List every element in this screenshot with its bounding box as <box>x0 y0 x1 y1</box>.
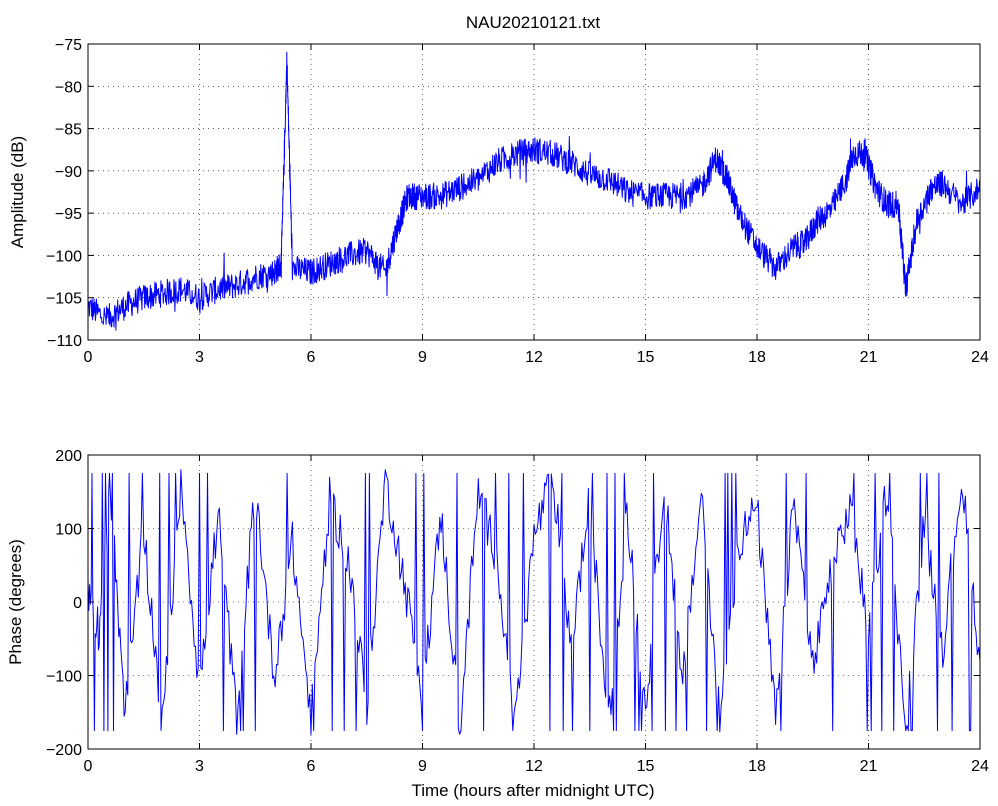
amplitude-x-tick-label: 15 <box>637 349 655 366</box>
phase-x-tick-label: 24 <box>971 758 989 775</box>
amplitude-y-tick-label: −110 <box>47 333 82 350</box>
phase-y-axis-label: Phase (degrees) <box>6 539 25 665</box>
phase-panel: 0 3 6 9 12 15 18 21 24 200 100 0 −100 −200 Phase (deg… <box>6 448 989 800</box>
amplitude-series <box>87 51 981 331</box>
phase-x-tick-label: 12 <box>525 758 543 775</box>
amplitude-x-tick-label: 24 <box>971 349 989 366</box>
phase-y-tick-label: −200 <box>46 742 82 759</box>
amplitude-axes-box <box>87 43 981 341</box>
phase-x-tick-label: 15 <box>637 758 655 775</box>
amplitude-y-tick-label: −105 <box>46 291 82 308</box>
phase-x-tick-label: 18 <box>748 758 766 775</box>
amplitude-x-tick-label: 21 <box>860 349 878 366</box>
amplitude-y-tick-label: −100 <box>46 248 82 265</box>
amplitude-x-tick-label: 6 <box>307 349 316 366</box>
amplitude-y-tick-label: −95 <box>55 206 82 223</box>
phase-y-tick-label: −100 <box>46 669 82 686</box>
amplitude-x-tick-label: 9 <box>418 349 427 366</box>
amplitude-x-tick-label: 12 <box>525 349 543 366</box>
amplitude-ticks: 0 3 6 9 12 15 18 21 24 −75 −80 −85 −90 −95 −100 −105 −11… <box>46 37 989 366</box>
amplitude-y-tick-label: −90 <box>55 164 82 181</box>
phase-series-line <box>87 469 981 735</box>
phase-ticks: 0 3 6 9 12 15 18 21 24 200 100 0 −100 −200 <box>46 448 989 775</box>
phase-grid <box>88 455 980 749</box>
amplitude-chart-title: NAU20210121.txt <box>466 13 600 32</box>
phase-x-axis-label: Time (hours after midnight UTC) <box>411 781 654 800</box>
amplitude-y-tick-label: −75 <box>55 37 82 54</box>
phase-y-tick-label: 100 <box>55 522 82 539</box>
amplitude-y-axis-label: Amplitude (dB) <box>8 136 27 248</box>
phase-x-tick-label: 0 <box>84 758 93 775</box>
phase-y-tick-label: 0 <box>73 595 82 612</box>
phase-x-tick-label: 6 <box>307 758 316 775</box>
amplitude-panel: NAU20210121.txt 0 3 6 9 12 15 18 21 24 −75 −80 −85 −… <box>8 13 989 366</box>
amplitude-x-tick-label: 0 <box>84 349 93 366</box>
amplitude-series-line <box>87 51 981 331</box>
phase-x-tick-label: 9 <box>418 758 427 775</box>
phase-y-tick-label: 200 <box>55 448 82 465</box>
phase-x-tick-label: 3 <box>195 758 204 775</box>
amplitude-y-tick-label: −85 <box>55 122 82 139</box>
phase-x-tick-label: 21 <box>860 758 878 775</box>
amplitude-grid <box>88 44 980 340</box>
amplitude-x-tick-label: 18 <box>748 349 766 366</box>
phase-series <box>87 469 981 735</box>
amplitude-x-tick-label: 3 <box>195 349 204 366</box>
amplitude-y-tick-label: −80 <box>55 79 82 96</box>
